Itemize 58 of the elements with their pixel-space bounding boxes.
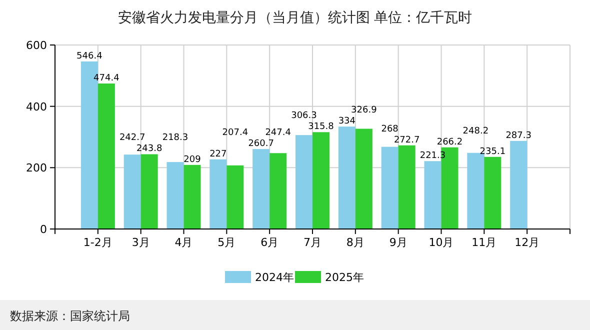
y-tick-label: 600 xyxy=(26,39,47,52)
data-label: 306.3 xyxy=(291,111,317,122)
x-tick-label: 4月 xyxy=(174,236,193,249)
bar xyxy=(252,149,270,229)
x-tick-label: 10月 xyxy=(428,236,454,249)
data-label: 235.1 xyxy=(480,146,506,157)
bar xyxy=(270,153,287,229)
bar xyxy=(140,154,158,229)
source-note: 数据来源：国家统计局 xyxy=(10,309,130,323)
data-label: 248.2 xyxy=(462,126,489,136)
x-tick-label: 3月 xyxy=(132,236,150,249)
x-tick-label: 5月 xyxy=(218,236,236,249)
data-label: 315.8 xyxy=(308,122,334,132)
x-tick-label: 6月 xyxy=(260,236,279,249)
bar xyxy=(510,140,528,229)
data-label: 218.3 xyxy=(162,133,188,144)
x-tick-label: 9月 xyxy=(389,236,408,249)
x-tick-label: 12月 xyxy=(514,236,540,249)
bar xyxy=(124,154,141,229)
y-tick-label: 0 xyxy=(40,223,47,236)
data-label: 207.4 xyxy=(222,128,248,138)
data-label: 243.8 xyxy=(136,144,162,154)
x-tick-label: 11月 xyxy=(472,236,497,249)
bar xyxy=(484,156,502,229)
y-tick-label: 400 xyxy=(26,100,47,114)
bar xyxy=(184,164,201,229)
bar xyxy=(296,135,312,229)
data-label: 326.9 xyxy=(351,106,378,116)
bar xyxy=(210,159,227,229)
data-label: 272.7 xyxy=(394,135,420,146)
bar xyxy=(166,162,184,229)
bar xyxy=(381,146,398,229)
data-label: 287.3 xyxy=(506,130,532,141)
data-label: 334 xyxy=(338,116,356,127)
bar xyxy=(398,145,416,229)
bar xyxy=(98,84,115,229)
data-label: 266.2 xyxy=(436,137,463,148)
x-tick-label: 7月 xyxy=(304,236,322,249)
data-label: 260.7 xyxy=(248,139,274,150)
data-label: 546.4 xyxy=(76,51,103,62)
bar xyxy=(355,128,372,229)
y-tick-label: 200 xyxy=(26,162,47,175)
bar xyxy=(226,165,244,229)
x-tick-label: 1-2月 xyxy=(83,236,112,249)
x-tick-label: 8月 xyxy=(346,236,364,249)
bar xyxy=(312,132,330,229)
chart-title: 安徽省火力发电量分月（当月值）统计图 单位：亿千瓦时 xyxy=(118,10,472,26)
legend-label: 2024年 xyxy=(255,271,294,284)
data-label: 474.4 xyxy=(94,74,120,84)
bar xyxy=(424,161,442,229)
data-label: 227 xyxy=(210,149,227,160)
bar xyxy=(467,152,484,229)
legend-label: 2025年 xyxy=(325,271,364,284)
bar xyxy=(338,126,356,229)
data-label: 242.7 xyxy=(119,133,146,144)
data-label: 247.4 xyxy=(265,128,292,138)
data-label: 268 xyxy=(381,124,399,134)
data-label: 209 xyxy=(184,154,202,165)
